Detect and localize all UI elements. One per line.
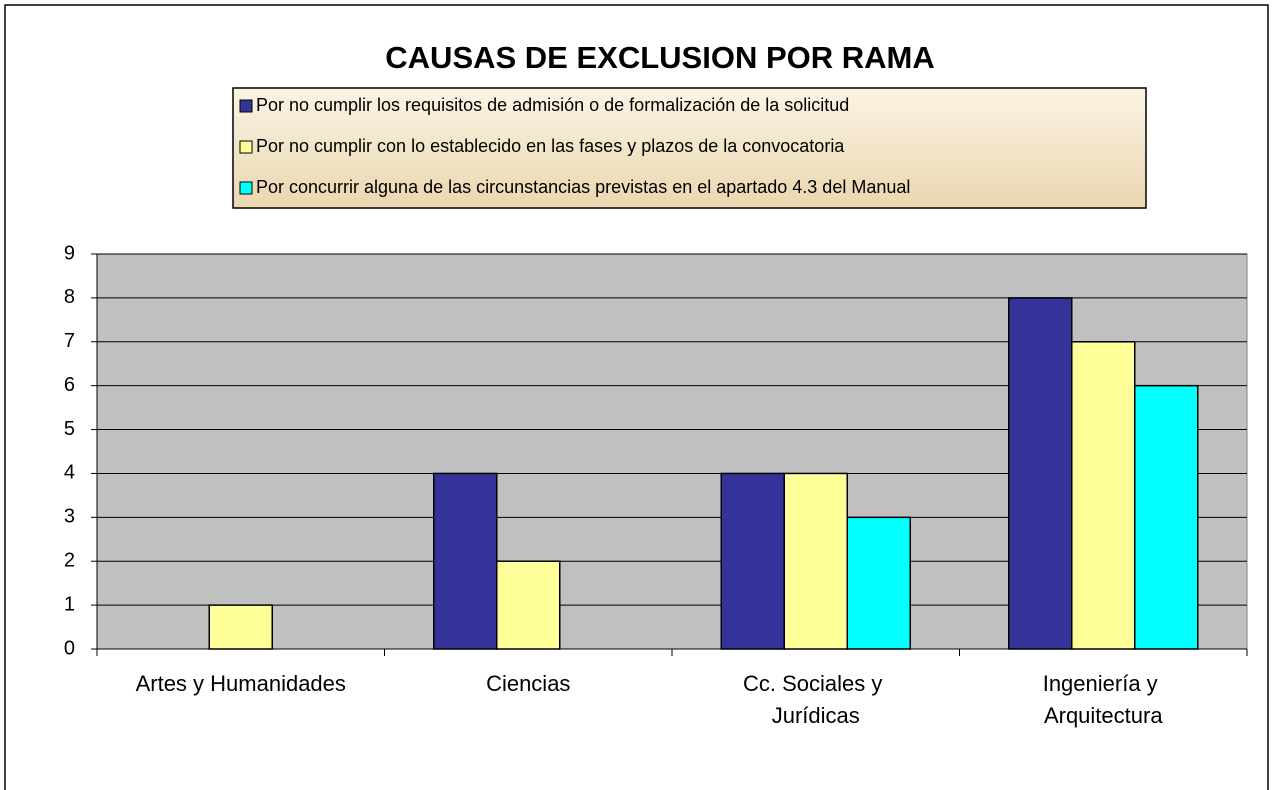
y-tick-label: 1 [64, 593, 75, 615]
bar [846, 516, 911, 650]
y-tick-label: 5 [64, 418, 75, 440]
y-tick-label: 4 [64, 462, 75, 484]
chart-title: CAUSAS DE EXCLUSION POR RAMA [385, 40, 934, 75]
bar [783, 472, 848, 650]
bar [1134, 384, 1199, 650]
bar [720, 472, 785, 650]
legend [232, 87, 1147, 209]
y-tick-label: 3 [64, 506, 75, 528]
legend-swatch [239, 99, 253, 113]
y-tick-label: 2 [64, 550, 75, 572]
legend-label: Por concurrir alguna de las circunstanci… [256, 177, 910, 197]
y-tick-label: 8 [64, 286, 75, 308]
legend-swatch [239, 181, 253, 195]
y-tick-label: 9 [64, 242, 75, 264]
legend-label: Por no cumplir con lo establecido en las… [256, 136, 845, 156]
y-tick-label: 7 [64, 330, 75, 352]
x-tick-label: Cc. Sociales y Jurídicas [743, 671, 889, 728]
bar [208, 604, 273, 650]
x-tick-label: Artes y Humanidades [136, 671, 346, 696]
x-tick-label: Ciencias [486, 671, 570, 696]
y-tick-label: 0 [64, 637, 75, 659]
bar [1071, 341, 1136, 650]
bar [496, 560, 561, 650]
x-tick-label: Ingeniería y Arquitectura [1043, 671, 1164, 728]
legend-swatch [239, 140, 253, 154]
legend-label: Por no cumplir los requisitos de admisió… [256, 95, 849, 115]
bar [433, 472, 498, 650]
y-tick-label: 6 [64, 374, 75, 396]
bar [1008, 297, 1073, 650]
